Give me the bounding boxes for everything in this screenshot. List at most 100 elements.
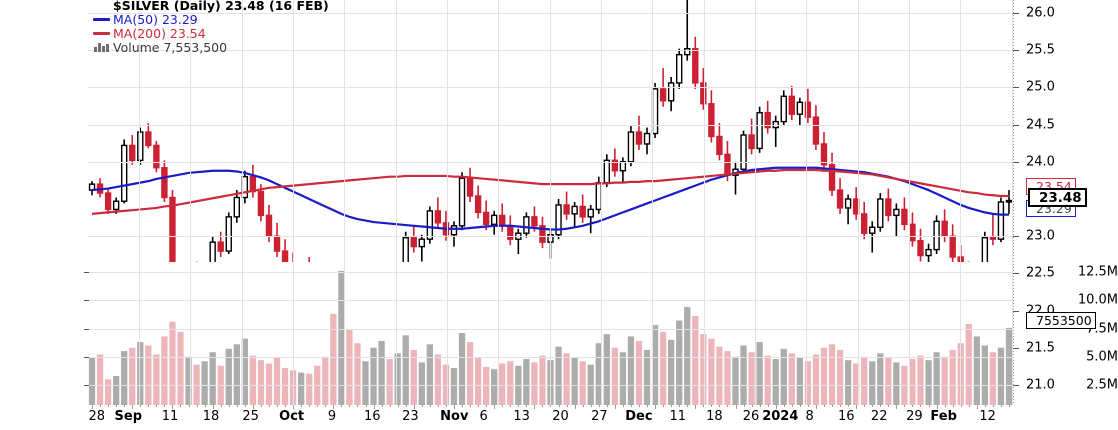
volume-bar-down [249, 355, 257, 405]
volume-axis-tick [84, 385, 89, 386]
volume-bar-down [659, 331, 667, 405]
date-axis-tick [977, 405, 978, 409]
date-axis-tick [760, 405, 761, 407]
volume-bar-up [587, 364, 594, 405]
volume-bar-down [748, 352, 755, 405]
volume-bar-down [901, 365, 908, 405]
volume-bar-down [322, 356, 329, 405]
candle-down [129, 144, 136, 162]
date-axis-tick [301, 405, 302, 407]
date-axis-tick [880, 405, 881, 407]
date-axis-tick [615, 405, 616, 409]
date-axis-tick [872, 405, 873, 407]
date-axis-tick [430, 405, 431, 407]
date-axis-tick [406, 405, 407, 407]
candle-down [635, 131, 643, 145]
date-axis-tick [824, 405, 825, 407]
date-axis-tick [164, 405, 165, 407]
volume-bar-up [893, 362, 900, 405]
candle-down [836, 189, 844, 209]
title-swatch [92, 0, 110, 12]
date-axis-tick [534, 405, 535, 409]
candle-up [233, 196, 240, 218]
volume-bar-down [828, 344, 836, 405]
date-axis-label: 12 [979, 409, 996, 424]
candle-up [651, 88, 659, 135]
date-axis-tick [229, 405, 230, 407]
volume-bar-down [499, 363, 506, 405]
date-axis-label: 11 [669, 409, 687, 424]
candle-up [426, 210, 434, 240]
candle-down [217, 241, 224, 252]
legend-item-volume[interactable]: Volume 7,553,500 [92, 39, 329, 55]
candle-down [861, 213, 868, 234]
volume-bar-up [298, 372, 305, 405]
legend-item-ma50[interactable]: MA(50) 23.29 [92, 12, 329, 27]
date-axis-tick [969, 405, 970, 407]
volume-bar-up [627, 336, 635, 405]
volume-bar-down [273, 357, 281, 405]
volume-axis-label: 2.5M [1086, 377, 1118, 393]
candle-up [523, 216, 530, 234]
volume-axis-label: 12.5M [1077, 264, 1118, 280]
ma-line-ma200 [91, 168, 1009, 215]
volume-bar-down [193, 364, 200, 405]
volume-plot-area [88, 262, 1013, 405]
date-axis-tick [559, 405, 560, 407]
candle-up [547, 234, 554, 243]
volume-bar-down [579, 361, 586, 405]
date-axis-label: 6 [479, 409, 488, 424]
legend-item-ma200[interactable]: MA(200) 23.54 [92, 26, 329, 41]
date-axis-tick [293, 405, 294, 409]
volume-bar-down [724, 351, 731, 405]
date-axis-tick [695, 405, 696, 409]
volume-bar-up [571, 357, 578, 405]
date-axis-label: 8 [805, 409, 814, 424]
date-axis-tick [100, 405, 101, 407]
price-axis-tick [1013, 124, 1019, 126]
date-axis-label: 29 [906, 409, 923, 424]
price-axis-label: 25.0 [1026, 79, 1055, 95]
date-axis-tick [390, 405, 391, 407]
candle-down [852, 198, 860, 215]
volume-bar-up [643, 349, 651, 405]
volume-bar-up [547, 360, 554, 405]
date-axis-tick [502, 405, 503, 407]
volume-bar-down [96, 354, 104, 405]
date-axis-tick [462, 405, 463, 407]
candle-up [756, 111, 763, 150]
date-axis-tick [253, 405, 254, 409]
volume-bar-up [925, 360, 932, 405]
volume-bar-up [933, 352, 940, 405]
volume-bar-up [201, 361, 208, 405]
date-axis[interactable]: 28 Sep 11 18 25 Oct 9 16 23 Nov 6 13 20 27 Dec 11 18 26 20… [88, 405, 1013, 430]
date-axis-label: Feb [930, 409, 957, 424]
date-axis-label: 16 [837, 409, 855, 424]
volume-bar-up [981, 345, 988, 405]
candle-up [933, 220, 940, 251]
volume-bar-down [281, 368, 289, 405]
volume-bar-down [483, 366, 490, 405]
candle-down [748, 134, 755, 150]
volume-bar-down [788, 353, 795, 405]
volume-bar-up [394, 353, 401, 405]
candle-down [482, 211, 490, 225]
date-axis-tick [679, 405, 680, 407]
volume-axis-tick [84, 328, 89, 330]
date-axis-tick [108, 405, 109, 407]
date-axis-tick [904, 405, 905, 407]
volume-bar-up [740, 345, 747, 405]
date-axis-tick [366, 405, 367, 407]
date-axis-tick [269, 405, 270, 407]
volume-bar-up [684, 307, 691, 405]
candle-up [619, 161, 627, 172]
date-axis-tick [140, 405, 141, 407]
volume-bar-up [651, 325, 659, 405]
date-axis-tick [856, 405, 857, 409]
date-axis-tick [663, 405, 664, 407]
date-axis-tick [526, 405, 527, 407]
price-axis-label: 24.5 [1026, 117, 1055, 133]
legend-label-volume: Volume 7,553,500 [113, 39, 228, 55]
date-axis-label: Nov [440, 409, 469, 424]
date-axis-tick [156, 405, 157, 407]
